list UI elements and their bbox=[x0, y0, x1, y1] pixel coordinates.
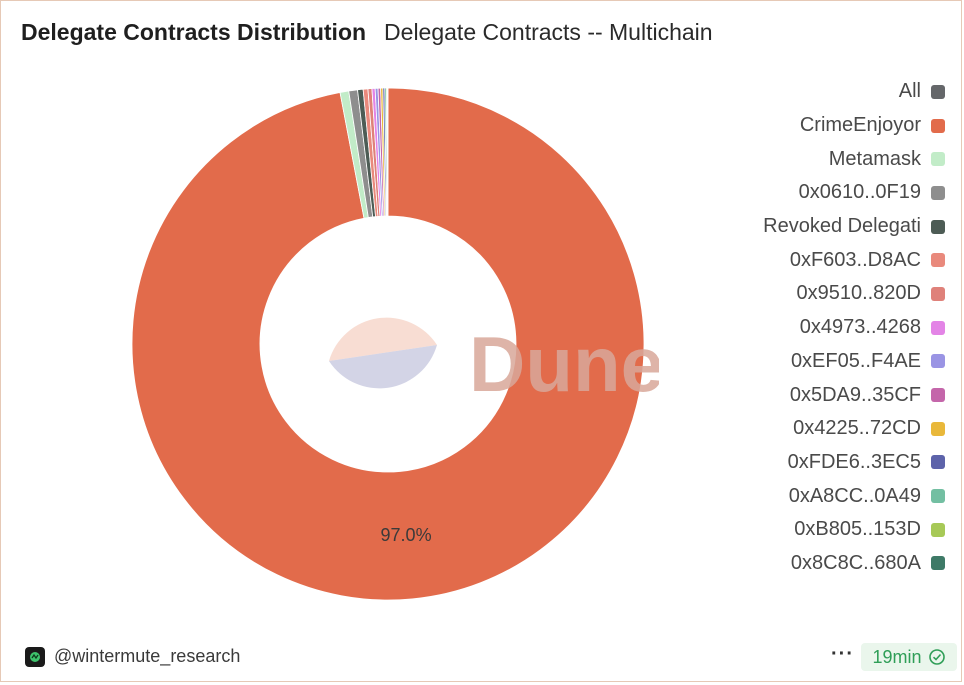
chart-subtitle: Delegate Contracts -- Multichain bbox=[384, 19, 713, 45]
card-footer: @wintermute_research ··· 19min bbox=[1, 637, 961, 677]
legend-label: 0xF603..D8AC bbox=[789, 248, 921, 271]
chart-legend: All CrimeEnjoyor Metamask 0x0610..0F19 Revok… bbox=[615, 75, 945, 580]
legend-swatch bbox=[931, 354, 945, 369]
legend-label: 0x9510..820D bbox=[796, 282, 921, 305]
chart-header: Delegate Contracts Distribution Delegate… bbox=[21, 19, 713, 51]
legend-swatch bbox=[931, 152, 945, 167]
legend-swatch bbox=[931, 455, 945, 470]
legend-swatch bbox=[931, 388, 945, 403]
legend-item[interactable]: 0xB805..153D bbox=[615, 513, 945, 547]
author-name[interactable]: @wintermute_research bbox=[54, 646, 241, 666]
legend-label: 0x8C8C..680A bbox=[790, 551, 921, 574]
donut-slice-0[interactable] bbox=[131, 87, 645, 601]
legend-swatch bbox=[931, 286, 945, 301]
watermark-text: Dune bbox=[469, 320, 659, 408]
legend-label: 0xB805..153D bbox=[794, 518, 921, 541]
legend-swatch bbox=[931, 421, 945, 436]
legend-label: 0xEF05..F4AE bbox=[790, 349, 921, 372]
legend-label: 0x4973..4268 bbox=[799, 316, 921, 339]
slice-label: 97.0% bbox=[381, 525, 432, 545]
legend-item[interactable]: All bbox=[615, 75, 945, 109]
legend-label: 0x4225..72CD bbox=[793, 417, 921, 440]
legend-item[interactable]: 0x0610..0F19 bbox=[615, 176, 945, 210]
legend-label: 0x5DA9..35CF bbox=[789, 383, 921, 406]
legend-item[interactable]: 0x4973..4268 bbox=[615, 311, 945, 345]
legend-item[interactable]: 0x8C8C..680A bbox=[615, 547, 945, 581]
donut-slice-13[interactable] bbox=[386, 87, 389, 217]
legend-swatch bbox=[931, 556, 945, 571]
legend-item[interactable]: 0x5DA9..35CF bbox=[615, 378, 945, 412]
legend-label: 0x0610..0F19 bbox=[798, 181, 921, 204]
legend-swatch bbox=[931, 219, 945, 234]
chart-title: Delegate Contracts Distribution bbox=[21, 19, 367, 45]
donut-labels: 97.0% bbox=[381, 525, 432, 545]
legend-swatch bbox=[931, 320, 945, 335]
legend-label: CrimeEnjoyor bbox=[799, 114, 921, 137]
legend-swatch bbox=[931, 489, 945, 504]
legend-swatch bbox=[931, 253, 945, 268]
legend-swatch bbox=[931, 84, 945, 99]
dune-watermark: Dune bbox=[329, 317, 659, 408]
legend-item[interactable]: Revoked Delegati bbox=[615, 210, 945, 244]
dune-logo-bottom-icon bbox=[329, 345, 437, 389]
legend-item[interactable]: Metamask bbox=[615, 142, 945, 176]
legend-swatch bbox=[931, 185, 945, 200]
donut-slices bbox=[131, 87, 645, 601]
legend-label: Metamask bbox=[828, 147, 921, 170]
wintermute-logo-icon bbox=[25, 646, 45, 667]
legend-item[interactable]: 0x9510..820D bbox=[615, 277, 945, 311]
dune-logo-top-icon bbox=[329, 317, 437, 361]
legend-item[interactable]: 0xA8CC..0A49 bbox=[615, 479, 945, 513]
legend-item[interactable]: 0xFDE6..3EC5 bbox=[615, 446, 945, 480]
legend-label: All bbox=[898, 80, 921, 103]
legend-swatch bbox=[931, 522, 945, 537]
legend-item[interactable]: 0xF603..D8AC bbox=[615, 243, 945, 277]
legend-item[interactable]: CrimeEnjoyor bbox=[615, 109, 945, 143]
refresh-time: 19min bbox=[872, 646, 922, 667]
legend-label: 0xFDE6..3EC5 bbox=[787, 450, 921, 473]
author[interactable]: @wintermute_research bbox=[25, 646, 240, 667]
legend-item[interactable]: 0xEF05..F4AE bbox=[615, 345, 945, 379]
more-options-button[interactable]: ··· bbox=[831, 643, 854, 665]
refresh-badge[interactable]: 19min bbox=[861, 643, 957, 671]
legend-label: 0xA8CC..0A49 bbox=[788, 484, 921, 507]
legend-label: Revoked Delegati bbox=[763, 215, 921, 238]
legend-item[interactable]: 0x4225..72CD bbox=[615, 412, 945, 446]
legend-swatch bbox=[931, 118, 945, 133]
check-circle-icon bbox=[928, 649, 945, 665]
